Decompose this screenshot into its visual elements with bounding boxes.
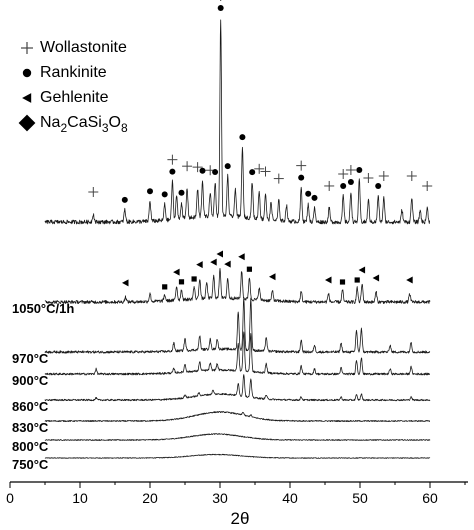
marker-gehlenite-left-triangle-icon [372, 274, 380, 282]
marker-rankinite-circle-icon [298, 174, 305, 181]
marker-rankinite-circle-icon [161, 191, 168, 198]
marker-rankinite-circle-icon [249, 169, 256, 176]
marker-wollastonite-plus-icon [345, 164, 356, 175]
marker-gehlenite-left-triangle-icon [210, 258, 217, 266]
marker-rankinite-circle-icon [199, 167, 206, 174]
marker-rankinite-circle-icon [212, 169, 219, 176]
legend-plus-icon [20, 41, 33, 55]
x-tick-label: 10 [72, 490, 88, 506]
marker-gehlenite-left-triangle-icon [216, 250, 223, 258]
marker-gehlenite-left-triangle-icon [224, 260, 231, 268]
marker-wollastonite-plus-icon [296, 160, 307, 171]
marker-wollastonite-plus-icon [167, 154, 178, 165]
marker-wollastonite-plus-icon [182, 161, 193, 172]
marker-gehlenite-left-triangle-icon [196, 261, 203, 269]
marker-rankinite-circle-icon [178, 189, 185, 196]
marker-na2casi3o8-square-icon [178, 279, 185, 285]
xrd-trace-1050-c-1h [44, 267, 431, 304]
x-tick-label: 20 [142, 490, 158, 506]
legend-label-na2casi3o8: Na2CaSi3O8 [40, 114, 128, 135]
marker-rankinite-circle-icon [347, 178, 354, 185]
marker-wollastonite-plus-icon [260, 166, 271, 177]
marker-rankinite-circle-icon [311, 194, 318, 201]
marker-wollastonite-plus-icon [422, 181, 433, 191]
marker-wollastonite-plus-icon [324, 180, 335, 191]
temperature-label-1050-c-1h: 1050°C/1h [12, 301, 74, 316]
x-tick-label: 30 [212, 490, 228, 506]
marker-rankinite-circle-icon [147, 188, 153, 195]
xrd-trace-860-c [44, 374, 431, 402]
legend-symbol-plus-icon [20, 41, 33, 55]
marker-rankinite-circle-icon [169, 168, 176, 175]
xrd-trace-830-c [44, 411, 431, 422]
temperature-labels: 750°C 800°C 830°C 860°C 900°C 970°C 1050°C/1h [12, 301, 74, 472]
marker-wollastonite-plus-icon [254, 163, 265, 174]
x-axis-label: 2θ [231, 509, 250, 528]
x-tick-label: 60 [422, 490, 438, 506]
marker-na2casi3o8-square-icon [246, 266, 252, 272]
xrd-trace-970-c [44, 296, 431, 354]
marker-rankinite-circle-icon [217, 5, 224, 12]
xrd-trace-main [44, 19, 431, 225]
marker-rankinite-circle-icon [224, 163, 231, 170]
legend-symbol-left-triangle-icon [22, 93, 32, 103]
x-axis: 0 10 20 30 40 50 60 2θ [6, 481, 468, 528]
legend: Wollastonite Rankinite Gehlenite Na2CaSi… [18, 39, 128, 135]
x-axis-ticks: 0 10 20 30 40 50 60 [6, 482, 466, 506]
legend-symbol-circle-icon [22, 68, 32, 78]
xrd-trace-900-c [44, 331, 431, 376]
marker-wollastonite-plus-icon [273, 173, 284, 184]
marker-gehlenite-left-triangle-icon [173, 268, 180, 276]
xrd-traces [44, 19, 431, 459]
marker-rankinite-circle-icon [375, 182, 382, 189]
legend-circle-icon [22, 68, 32, 78]
temperature-label-860-c: 860°C [12, 399, 49, 414]
marker-gehlenite-left-triangle-icon [269, 273, 276, 281]
marker-rankinite-circle-icon [305, 190, 312, 197]
legend-entry-na2casi3o8: Na2CaSi3O8 [18, 114, 128, 135]
marker-rankinite-circle-icon [356, 166, 363, 173]
marker-gehlenite-left-triangle-icon [358, 266, 366, 274]
marker-wollastonite-plus-icon [88, 186, 99, 197]
marker-na2casi3o8-square-icon [162, 284, 168, 290]
xrd-trace-800-c [44, 433, 431, 441]
marker-wollastonite-plus-icon [220, 0, 222, 2]
legend-left-triangle-icon [22, 93, 32, 103]
marker-wollastonite-plus-icon [363, 172, 374, 183]
phase-markers [88, 0, 433, 290]
legend-entry-gehlenite: Gehlenite [22, 89, 109, 106]
xrd-trace-750-c [44, 453, 431, 459]
marker-gehlenite-left-triangle-icon [122, 279, 129, 287]
legend-symbol-diamond-icon [18, 114, 36, 132]
legend-label-rankinite: Rankinite [40, 64, 107, 81]
temperature-label-830-c: 830°C [12, 420, 49, 435]
legend-label-gehlenite: Gehlenite [40, 89, 109, 106]
temperature-label-970-c: 970°C [12, 351, 49, 366]
temperature-label-900-c: 900°C [12, 373, 49, 388]
marker-na2casi3o8-square-icon [191, 276, 197, 282]
marker-rankinite-circle-icon [340, 182, 347, 189]
marker-gehlenite-left-triangle-icon [238, 253, 245, 261]
marker-gehlenite-left-triangle-icon [406, 276, 413, 284]
marker-na2casi3o8-square-icon [339, 279, 346, 285]
x-tick-label: 50 [352, 490, 368, 506]
temperature-label-800-c: 800°C [12, 439, 49, 454]
temperature-label-750-c: 750°C [12, 457, 49, 472]
marker-na2casi3o8-square-icon [354, 277, 360, 283]
legend-diamond-icon [18, 114, 36, 132]
legend-entry-wollastonite: Wollastonite [20, 39, 127, 56]
x-tick-label: 0 [6, 490, 14, 506]
legend-entry-rankinite: Rankinite [22, 64, 107, 81]
marker-rankinite-circle-icon [239, 134, 246, 141]
marker-rankinite-circle-icon [121, 196, 128, 203]
legend-label-wollastonite: Wollastonite [40, 39, 127, 56]
x-tick-label: 40 [282, 490, 298, 506]
marker-gehlenite-left-triangle-icon [325, 276, 332, 284]
marker-wollastonite-plus-icon [406, 171, 417, 181]
marker-wollastonite-plus-icon [378, 170, 389, 181]
marker-wollastonite-plus-icon [338, 168, 349, 179]
marker-wollastonite-plus-icon [192, 162, 203, 173]
